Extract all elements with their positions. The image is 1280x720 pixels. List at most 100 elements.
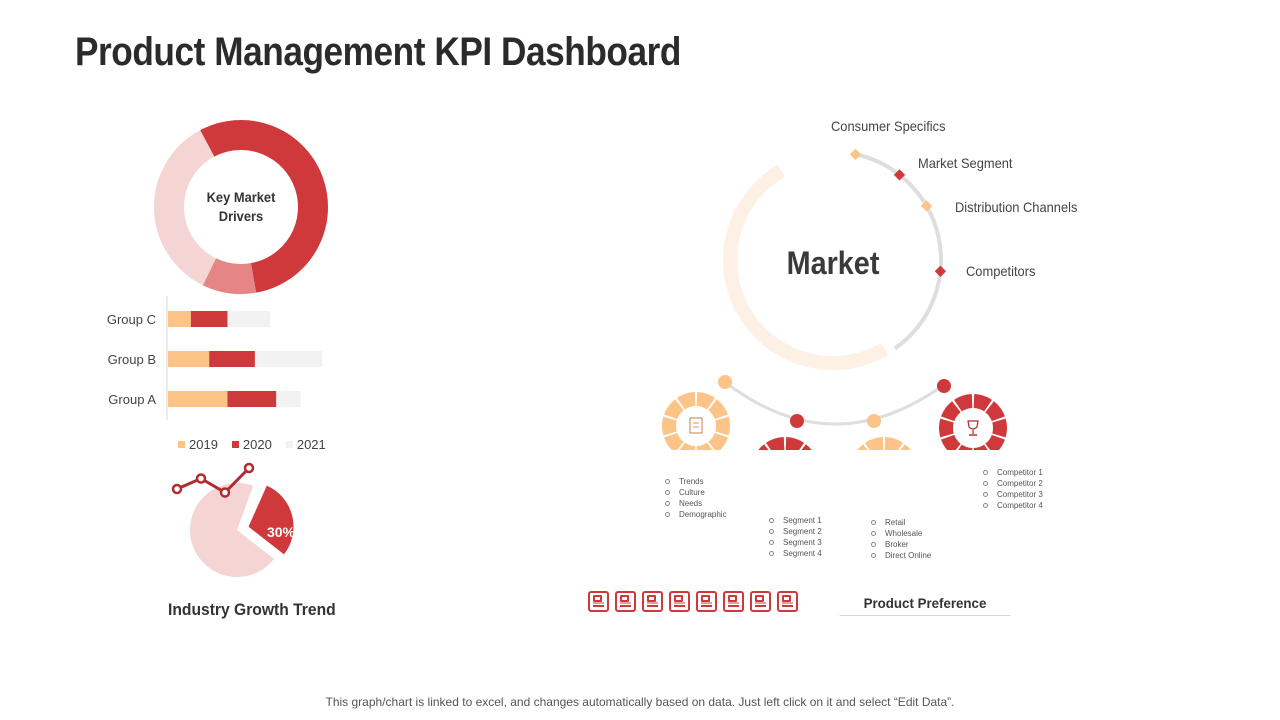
group-stacked-bar-chart[interactable]: Group C Group B Group A xyxy=(90,296,370,426)
bar-segment-2021[interactable] xyxy=(276,391,301,407)
wheel-segment xyxy=(765,437,785,450)
donut-label-line2: Drivers xyxy=(218,208,264,224)
wheel-segment xyxy=(662,416,677,436)
wheel-segment xyxy=(941,434,962,450)
page-title: Product Management KPI Dashboard xyxy=(75,30,681,74)
wheel-segment xyxy=(707,432,728,450)
bar-category-label: Group A xyxy=(108,392,156,407)
document-wheel[interactable] xyxy=(662,392,730,450)
bar-segment-2021[interactable] xyxy=(254,351,323,367)
product-box-icon xyxy=(588,591,609,612)
bar-category-label: Group B xyxy=(108,352,156,367)
wheel-segment xyxy=(785,437,805,450)
market-point-marker[interactable] xyxy=(920,200,933,212)
list-item: Trends xyxy=(665,476,727,487)
market-point-marker[interactable] xyxy=(934,265,947,277)
market-inner-arc xyxy=(723,164,888,370)
donut-segment-1[interactable] xyxy=(200,120,328,293)
trophy-icon xyxy=(967,420,979,436)
wheel-segment xyxy=(953,394,973,412)
industry-growth-trend-title: Industry Growth Trend xyxy=(168,600,336,619)
product-box-icon xyxy=(642,591,663,612)
industry-growth-trend-graphic[interactable]: 30% xyxy=(165,455,315,580)
wheel-segment xyxy=(707,399,728,420)
market-connector-dot xyxy=(937,379,951,393)
consumer-specifics-label: Consumer Specifics xyxy=(831,118,946,134)
market-outer-arc xyxy=(851,151,943,351)
list-item: Retail xyxy=(871,517,931,528)
market-wheel-diagram[interactable] xyxy=(640,110,1060,450)
bar-segment-2019[interactable] xyxy=(168,311,191,327)
list-item: Segment 4 xyxy=(769,548,822,559)
list-item: Demographic xyxy=(665,509,727,520)
growth-trend-point xyxy=(171,483,183,495)
wheel-segment xyxy=(715,416,730,436)
market-connector-dot xyxy=(867,414,881,428)
wheel-center xyxy=(955,410,991,446)
market-connector-arc xyxy=(724,380,946,426)
consumer-specifics-list: Trends Culture Needs Demographic xyxy=(665,476,727,520)
market-center-label: Market xyxy=(786,245,880,281)
donut-segment-2[interactable] xyxy=(202,257,257,294)
growth-percent-label: 30% xyxy=(267,524,296,540)
legend-item-2019: 2019 xyxy=(178,437,218,452)
bar-segment-2021[interactable] xyxy=(227,311,271,327)
product-preference-icons xyxy=(588,591,798,612)
legend-label-2021: 2021 xyxy=(296,437,326,452)
product-preference-label: Product Preference xyxy=(839,595,1011,616)
wheel-segment xyxy=(696,392,716,410)
bar-chart-legend: 2019 2020 2021 xyxy=(178,437,326,452)
legend-item-2021: 2021 xyxy=(285,437,326,452)
wheel-segment xyxy=(664,399,685,420)
growth-trend-point xyxy=(195,473,207,484)
wheel-segment xyxy=(676,392,696,410)
bar-segment-2019[interactable] xyxy=(168,351,210,367)
key-market-drivers-donut[interactable] xyxy=(150,115,332,297)
bar-segment-2019[interactable] xyxy=(168,391,228,407)
market-connector-dot xyxy=(790,414,804,428)
chart-board-wheel[interactable] xyxy=(758,437,812,450)
list-item: Wholesale xyxy=(871,528,931,539)
wheel-segment xyxy=(679,442,696,450)
product-box-icon xyxy=(750,591,771,612)
product-box-icon xyxy=(723,591,744,612)
document-icon xyxy=(689,417,703,434)
product-box-icon xyxy=(669,591,690,612)
growth-trend-line xyxy=(176,466,251,495)
wheel-segment xyxy=(984,434,1005,450)
product-box-icon xyxy=(696,591,717,612)
donut-segment-3[interactable] xyxy=(154,130,217,286)
wheel-center xyxy=(678,408,714,444)
bar-segment-2020[interactable] xyxy=(209,351,255,367)
product-box-icon xyxy=(615,591,636,612)
network-wheel[interactable] xyxy=(857,437,911,450)
list-item: Direct Online xyxy=(871,550,931,561)
market-point-marker[interactable] xyxy=(849,148,862,161)
growth-trend-point xyxy=(243,462,255,474)
list-item: Broker xyxy=(871,539,931,550)
bar-segment-2020[interactable] xyxy=(227,391,277,407)
wheel-segment xyxy=(664,432,685,450)
product-box-icon xyxy=(777,591,798,612)
trophy-wheel[interactable] xyxy=(939,394,1007,450)
list-item: Competitor 1 xyxy=(983,467,1043,478)
growth-pie-remainder xyxy=(189,483,275,577)
growth-trend-point xyxy=(219,487,231,498)
legend-label-2019: 2019 xyxy=(189,437,218,452)
market-connector-dot xyxy=(718,375,732,389)
list-item: Needs xyxy=(665,498,727,509)
list-item: Culture xyxy=(665,487,727,498)
donut-center-label: Key Market Drivers xyxy=(190,188,291,226)
wheel-segment xyxy=(973,394,993,412)
wheel-segment xyxy=(884,437,904,450)
bar-category-label: Group C xyxy=(107,312,156,327)
legend-label-2020: 2020 xyxy=(242,437,272,452)
list-item: Competitor 4 xyxy=(983,500,1043,511)
wheel-segment xyxy=(696,442,713,450)
growth-pie-highlight[interactable] xyxy=(248,485,294,555)
distribution-channels-label: Distribution Channels xyxy=(955,199,1078,215)
list-item: Competitor 3 xyxy=(983,489,1043,500)
bar-segment-2020[interactable] xyxy=(190,311,228,327)
wheel-segment xyxy=(864,437,884,450)
market-segment-list: Segment 1 Segment 2 Segment 3 Segment 4 xyxy=(769,515,822,559)
